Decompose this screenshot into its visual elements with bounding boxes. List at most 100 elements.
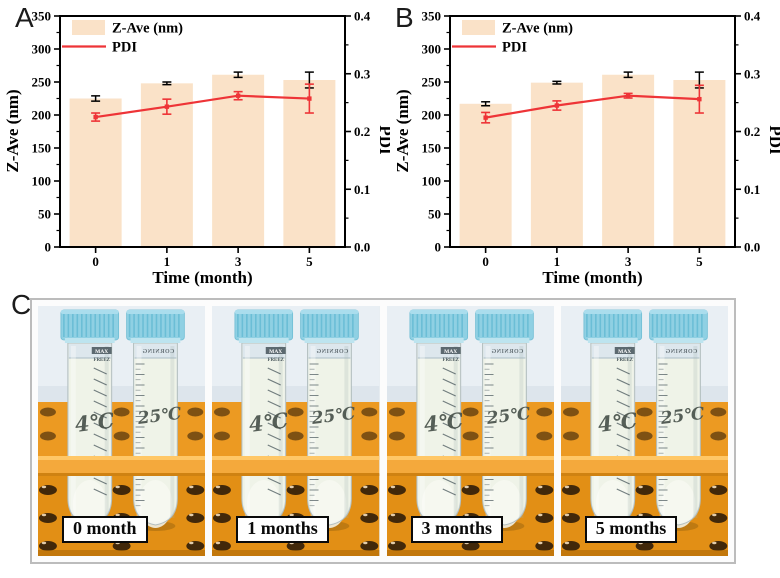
graduation-mark: [616, 389, 630, 397]
rack-hole: [709, 541, 728, 551]
rack-rail-highlight: [386, 456, 554, 460]
panel-a-letter: A: [15, 2, 34, 33]
rack-hole: [534, 541, 553, 551]
rack-hole-glint: [41, 513, 47, 517]
rack-hole: [213, 541, 232, 551]
rack-rail: [560, 456, 728, 476]
tube-liquid: [591, 358, 634, 523]
rack-hole-glint: [537, 513, 543, 517]
rack-hole-glint: [390, 541, 395, 545]
tube-shade: [693, 346, 698, 518]
y-axis-title-left: Z-Ave (nm): [393, 89, 412, 172]
cap-top-edge: [235, 310, 293, 314]
tube-cap: [408, 309, 468, 341]
tube-outline: [481, 342, 527, 526]
graduation-mark: [93, 444, 107, 452]
tube-shade: [453, 346, 458, 518]
left-tick-label: 0: [45, 240, 52, 255]
x-tick-label: 5: [696, 254, 703, 269]
tube-shade: [170, 346, 175, 518]
graduation-mark: [93, 367, 107, 375]
rack-hole-glint: [363, 485, 368, 489]
tube-liquid: [68, 358, 111, 523]
rack-hole: [636, 431, 653, 441]
graduation-mark: [93, 488, 107, 496]
zave-bar-3: [212, 74, 265, 248]
rack-hole: [461, 485, 480, 495]
x-tick-label: 5: [306, 254, 313, 269]
graduation-mark: [93, 411, 107, 419]
stability-photo-2: MAX FREEZ 4℃ CORNING 25℃ 3 months: [386, 306, 554, 556]
tube-print-brand-mirrored: CORNING: [491, 349, 523, 355]
tube-cap: [300, 309, 359, 341]
rack-hole: [286, 485, 305, 495]
left-tick-label: 300: [32, 42, 52, 57]
rack-hole: [635, 485, 654, 495]
graduation-mark: [441, 411, 456, 419]
cap-top-edge: [649, 310, 708, 314]
rack-hole: [561, 513, 580, 523]
graduation-mark: [616, 367, 630, 375]
y-axis-title-right: PDI: [766, 125, 780, 155]
x-tick-label: 3: [625, 254, 632, 269]
tube-outline: [307, 342, 353, 526]
rack-hole: [214, 407, 231, 417]
graduation-mark: [441, 477, 456, 485]
tube-print-box: [91, 347, 112, 354]
graduation-mark: [616, 444, 630, 452]
rack-hole: [186, 485, 205, 495]
rack-hole-glint: [537, 485, 543, 489]
rack-hole: [388, 407, 405, 417]
tube-shade: [518, 346, 523, 518]
tube-shade: [344, 346, 349, 518]
rack-hole-glint: [216, 513, 221, 517]
left-tick-label: 200: [32, 108, 52, 123]
right-tick-label: 0.4: [354, 9, 371, 24]
graduation-mark: [93, 389, 107, 397]
tube-print-freez: FREEZ: [268, 358, 285, 363]
right-tick-label: 0.2: [354, 124, 370, 139]
right-tick-label: 0.3: [354, 66, 371, 81]
graduation-mark: [267, 389, 282, 397]
left-tick-label: 200: [422, 108, 442, 123]
tube-headspace: [308, 344, 351, 358]
tube-shade: [278, 346, 283, 518]
cap-lower-band: [130, 338, 181, 343]
rack-hole-glint: [390, 513, 395, 517]
graduation-mark: [93, 477, 107, 485]
graduation-mark: [267, 378, 282, 386]
tube-outline: [133, 342, 178, 526]
graduation-mark: [616, 477, 630, 485]
right-tick-label: 0.1: [354, 182, 370, 197]
pdi-point: [697, 96, 702, 102]
graduation-mark: [267, 400, 282, 408]
rack-hole-glint: [463, 485, 469, 489]
rack-base-shadow: [212, 550, 380, 556]
rack-rail: [386, 456, 554, 476]
rack-hole: [213, 485, 232, 495]
rack-hole: [360, 513, 379, 523]
tube-print-brand-mirrored: CORNING: [665, 349, 697, 355]
x-tick-label: 0: [482, 254, 489, 269]
tube-print-max: MAX: [269, 349, 282, 355]
pdi-line: [95, 94, 310, 119]
rack-hole-glint: [189, 541, 194, 545]
chart-panel-a: 0 50 100 150 200 250 300 350 0.0 0.1 0.2 0.3 0.4 0 1 3 5…: [0, 0, 390, 292]
rack-hole: [38, 485, 57, 495]
rack-hole-glint: [537, 541, 543, 545]
rack-hole-glint: [711, 541, 717, 545]
rack-hole: [39, 407, 56, 417]
zave-pdi-chart-a: 0 50 100 150 200 250 300 350 0.0 0.1 0.2 0.3 0.4 0 1 3 5…: [3, 9, 390, 288]
left-tick-label: 50: [428, 207, 441, 222]
left-tick-label: 0: [435, 240, 442, 255]
graduation-mark: [616, 378, 630, 386]
left-tick-label: 100: [422, 174, 442, 189]
x-axis-title: Time (month): [152, 268, 252, 287]
right-tick-label: 0.1: [744, 182, 760, 197]
graduation-mark: [441, 444, 456, 452]
x-tick-label: 0: [92, 254, 99, 269]
rack-hole-glint: [463, 513, 469, 517]
rack-hole: [709, 485, 728, 495]
rack-hole-glint: [564, 541, 569, 545]
